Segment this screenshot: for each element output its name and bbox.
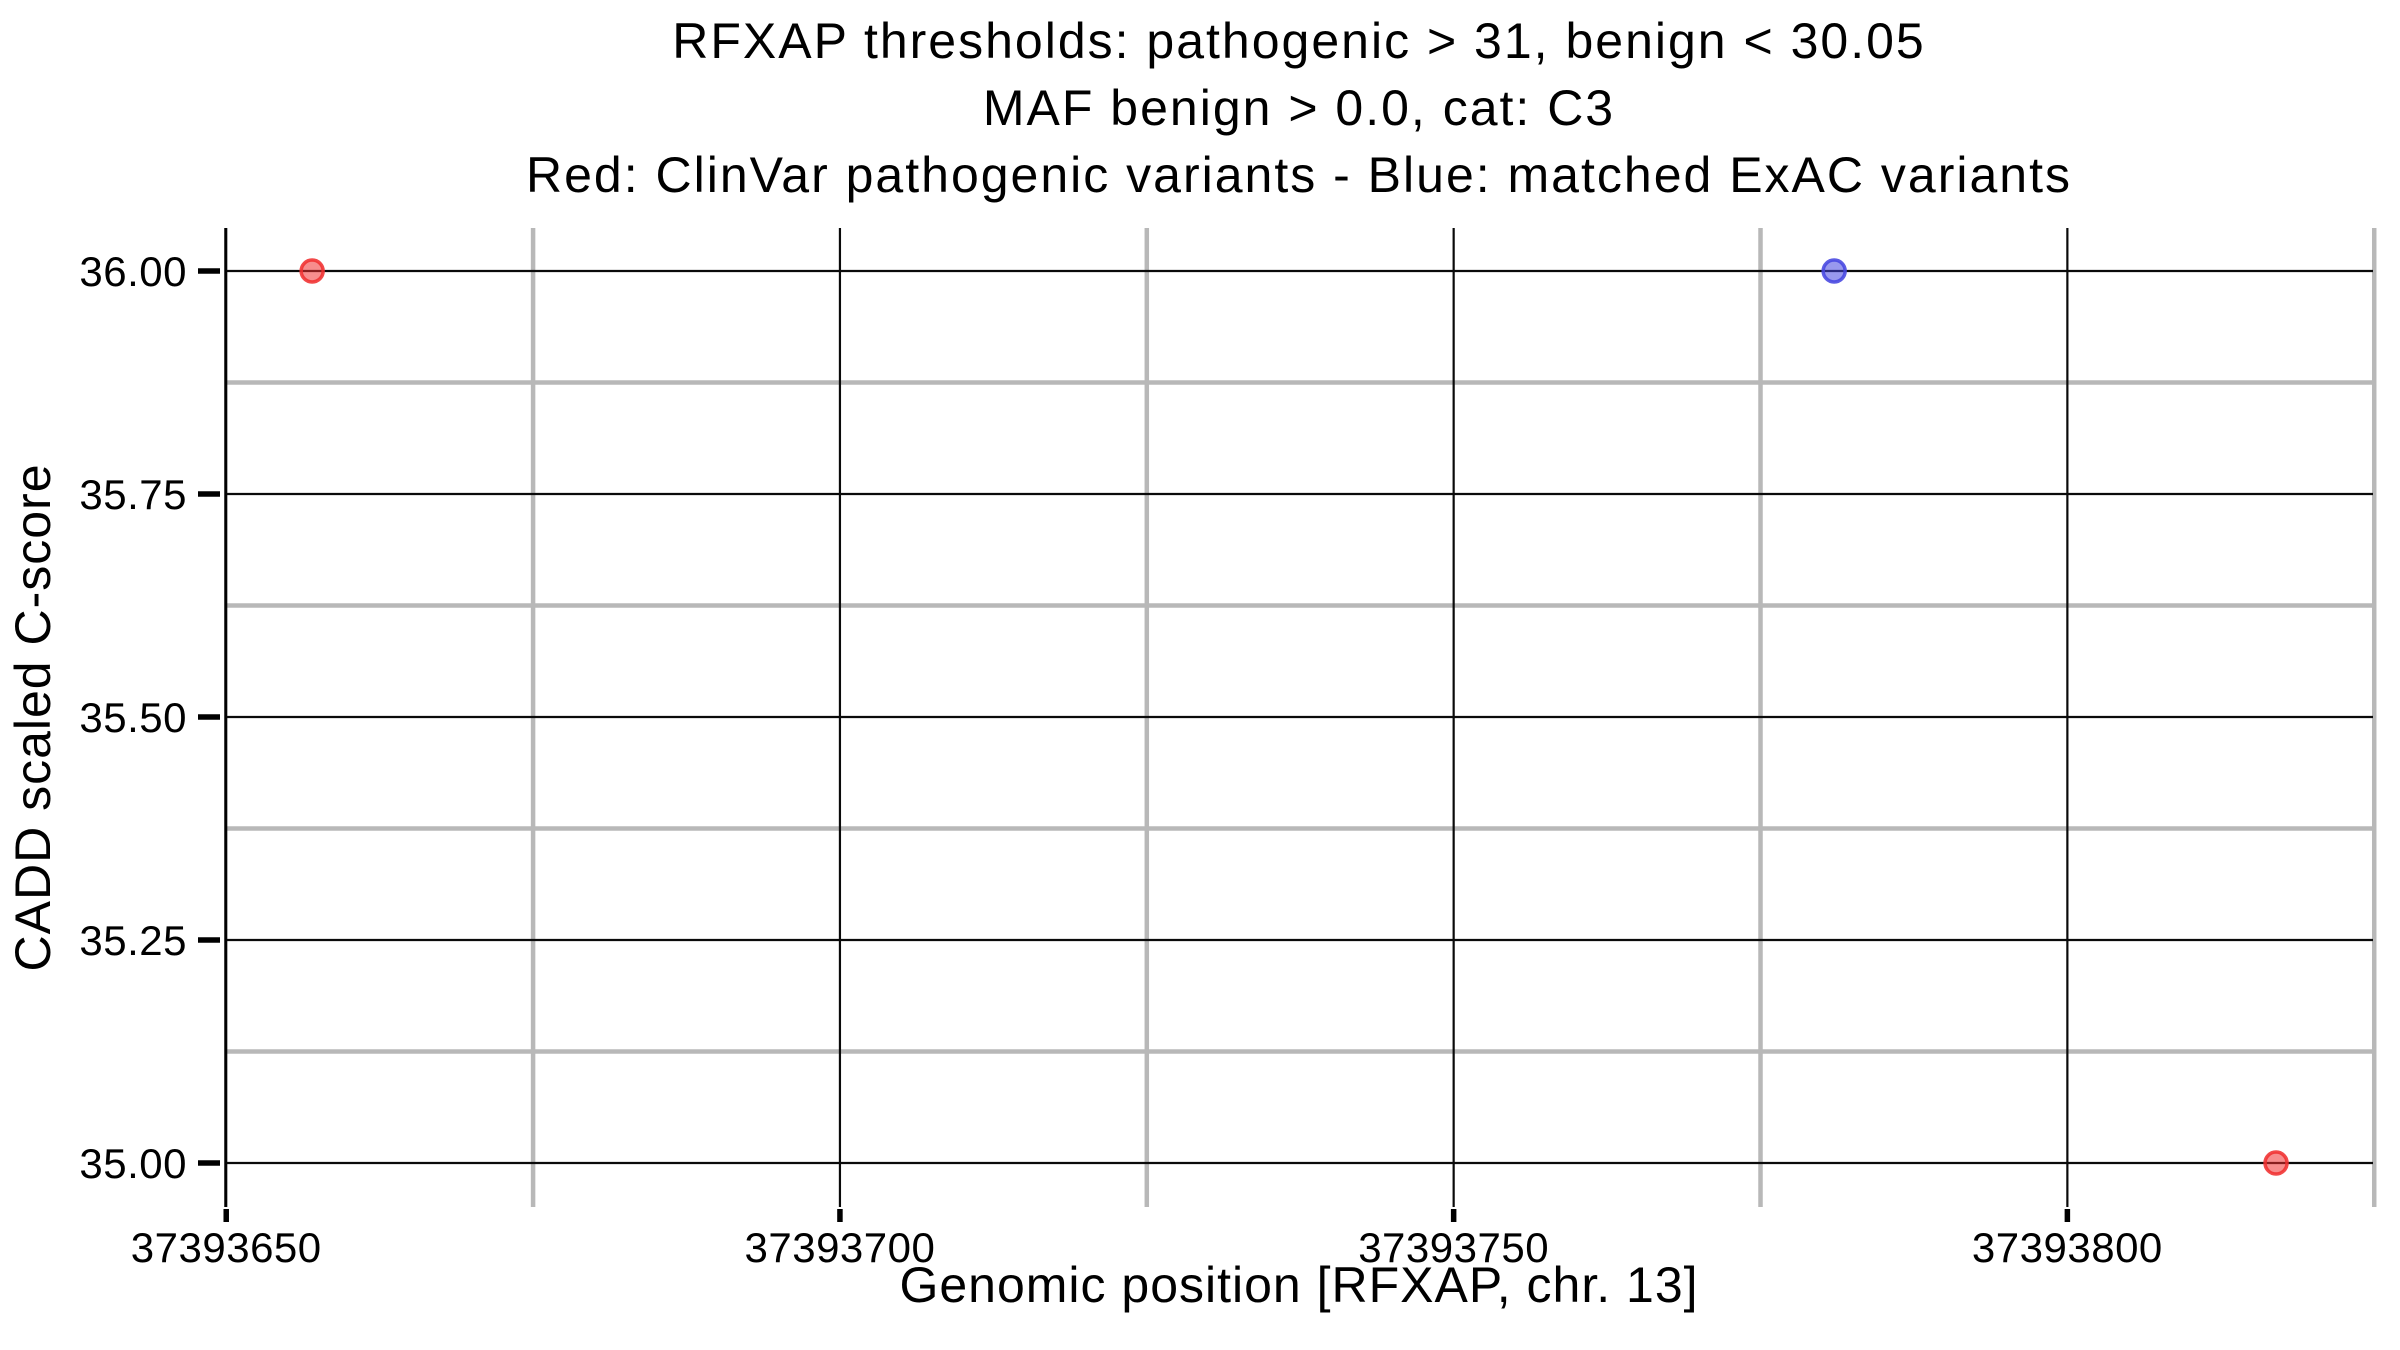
x-axis-ticks: [223, 1209, 2071, 1222]
y-tick-labels: 35.00 35.25 35.50 35.75 36.00: [79, 248, 187, 1187]
title-line-2: MAF benign > 0.0, cat: C3: [983, 80, 1615, 136]
y-axis-ticks: [198, 268, 220, 1166]
title-line-3: Red: ClinVar pathogenic variants - Blue:…: [526, 147, 2072, 203]
data-point-matched-exac-variants: [1821, 258, 1847, 284]
x-tick-labels: 37393650 37393700 37393750 37393800: [131, 1224, 2163, 1271]
data-point-clinvar-pathogenic-variants: [2263, 1150, 2289, 1176]
y-tick-label: 35.50: [79, 694, 187, 741]
minor-gridlines: [225, 228, 2377, 1207]
y-tick-label: 36.00: [79, 248, 187, 295]
title-line-1: RFXAP thresholds: pathogenic > 31, benig…: [672, 13, 1925, 69]
data-point-clinvar-pathogenic-variants: [299, 258, 325, 284]
x-tick-label: 37393800: [1972, 1224, 2163, 1271]
y-tick-label: 35.00: [79, 1140, 187, 1187]
y-tick-label: 35.75: [79, 471, 187, 518]
y-axis-label: CADD scaled C-score: [5, 463, 61, 971]
data-points: [299, 258, 2289, 1176]
x-axis-label: Genomic position [RFXAP, chr. 13]: [899, 1257, 1698, 1313]
x-tick-label: 37393700: [745, 1224, 936, 1271]
x-tick-label: 37393650: [131, 1224, 322, 1271]
y-tick-label: 35.25: [79, 917, 187, 964]
major-gridlines: [225, 228, 2373, 1207]
x-tick-label: 37393750: [1358, 1224, 1549, 1271]
